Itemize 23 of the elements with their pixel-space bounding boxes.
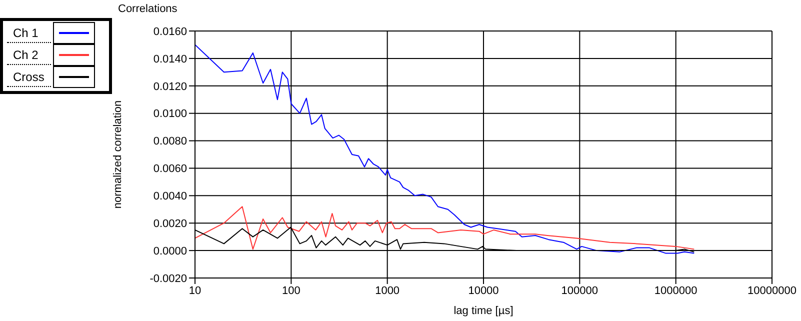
x-axis-title: lag time [µs] xyxy=(454,305,514,317)
x-tick-label: 10000 xyxy=(468,284,499,297)
legend-label: Ch 1 xyxy=(7,24,51,42)
x-tick-label: 10 xyxy=(188,284,202,297)
x-tick-label: 100000 xyxy=(561,284,598,297)
y-tick-label: -0.0020 xyxy=(150,272,187,285)
y-tick-label: 0.0120 xyxy=(153,80,187,93)
y-tick-label: 0.0160 xyxy=(153,26,187,38)
y-tick-label: 0.0140 xyxy=(153,53,187,66)
y-tick-label: 0.0060 xyxy=(153,163,187,176)
y-tick-label: 0.0100 xyxy=(153,108,187,120)
y-tick-label: 0.0020 xyxy=(153,218,187,230)
chart-title: Correlations xyxy=(118,3,178,15)
x-tick-label: 1000 xyxy=(375,284,400,297)
x-tick-label: 1000000 xyxy=(654,284,698,297)
x-tick-label: 10000000 xyxy=(748,284,796,297)
y-tick-label: 0.0000 xyxy=(153,245,187,258)
y-tick-label: 0.0080 xyxy=(153,136,187,148)
legend-label: Cross xyxy=(7,68,51,86)
y-axis-title: normalized correlation xyxy=(112,100,124,209)
legend-label: Ch 2 xyxy=(7,46,51,64)
x-tick-label: 100 xyxy=(282,284,300,297)
y-tick-label: 0.0040 xyxy=(153,190,187,203)
